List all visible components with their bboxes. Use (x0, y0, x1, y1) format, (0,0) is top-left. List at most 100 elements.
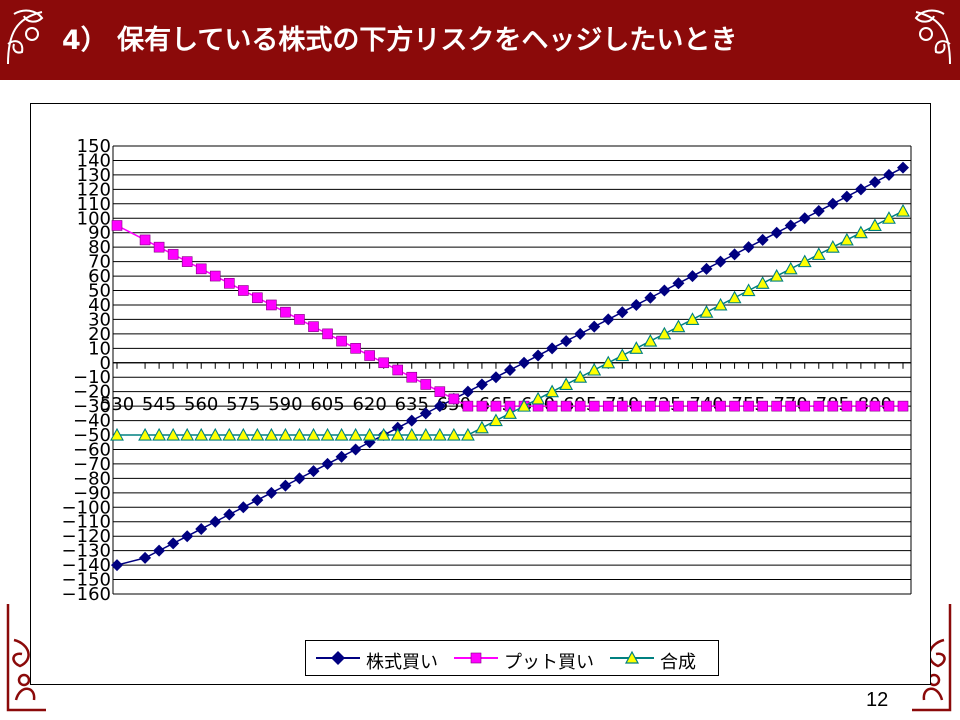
data-point-stock (167, 537, 180, 550)
data-point-stock (616, 306, 629, 319)
data-point-stock (588, 320, 601, 333)
data-point-stock (251, 494, 264, 507)
data-point-combined (362, 427, 377, 441)
data-point-stock (153, 544, 166, 557)
data-point-stock (209, 515, 222, 528)
x-tick-label: 575 (226, 394, 260, 415)
y-tick-label: 80 (88, 237, 111, 258)
data-point-combined (194, 427, 209, 441)
y-tick-label: 140 (77, 150, 111, 171)
data-point-put (209, 270, 221, 282)
data-point-stock (854, 183, 867, 196)
data-point-put (195, 263, 207, 275)
data-point-combined (517, 398, 531, 412)
y-tick-label: 130 (77, 165, 111, 186)
data-point-combined (489, 413, 503, 427)
data-point-stock (532, 349, 545, 362)
data-point-combined (601, 355, 616, 369)
y-tick-label: 90 (88, 223, 111, 244)
ornament-bottom-left-icon (6, 604, 46, 712)
data-point-put (111, 220, 123, 231)
y-tick-label: 30 (88, 309, 111, 330)
data-point-stock (714, 255, 727, 268)
chart-frame: 150 140 130 120 110 100 90 80 70 60 50 40 30 20 10 0 −10… (30, 103, 931, 685)
data-point-combined (896, 203, 910, 217)
data-point-stock (812, 205, 825, 218)
data-point-combined (671, 319, 686, 333)
data-point-stock (195, 522, 208, 535)
y-tick-label: 120 (77, 179, 111, 200)
data-point-stock (265, 486, 278, 499)
y-tick-label: −120 (62, 526, 111, 547)
data-point-put (294, 314, 305, 325)
data-point-combined (545, 384, 560, 398)
data-point-put (841, 400, 853, 412)
series-line-1 (116, 224, 903, 407)
data-point-put (897, 400, 909, 412)
data-point-stock (223, 508, 236, 521)
data-point-put (490, 400, 502, 412)
legend-swatch-stock-icon (316, 651, 360, 665)
data-point-stock (602, 313, 615, 326)
legend-swatch-combined-icon (610, 650, 654, 664)
data-point-put (153, 241, 165, 253)
y-tick-label: 150 (77, 136, 111, 157)
data-point-stock (461, 385, 474, 398)
data-point-put (673, 400, 684, 412)
data-point-combined (629, 341, 644, 354)
data-point-combined (250, 427, 265, 441)
data-point-put (687, 400, 698, 412)
legend-item-combined: 合成 (608, 641, 718, 675)
data-point-put (701, 400, 712, 412)
data-point-combined (853, 225, 868, 239)
data-point-combined (264, 427, 279, 441)
data-point-combined (418, 427, 433, 441)
y-tick-label: −10 (73, 367, 111, 388)
data-point-put (392, 364, 404, 376)
x-tick-label: 560 (184, 394, 218, 415)
data-point-stock (560, 335, 573, 348)
x-tick-label: 545 (142, 394, 176, 415)
data-point-combined (292, 427, 307, 441)
data-point-put (139, 234, 151, 246)
data-point-stock (644, 291, 657, 304)
data-point-combined (882, 211, 896, 224)
y-tick-label: 20 (88, 324, 111, 345)
data-point-combined (839, 232, 854, 246)
legend-item-stock: 株式買い (314, 641, 464, 675)
data-point-stock (335, 450, 348, 463)
data-point-put (757, 400, 768, 412)
data-point-combined (727, 290, 742, 304)
data-point-stock (349, 443, 362, 456)
data-point-put (434, 386, 446, 397)
data-point-put (631, 400, 642, 412)
data-point-put (771, 400, 782, 412)
data-point-combined (503, 406, 517, 419)
data-point-combined (573, 370, 588, 383)
data-point-put (743, 400, 754, 412)
y-tick-label: 100 (77, 208, 111, 229)
data-point-stock (321, 457, 334, 470)
data-point-put (813, 400, 825, 412)
y-tick-label: 10 (88, 338, 111, 359)
y-tick-label: 70 (88, 252, 111, 273)
data-point-combined (769, 268, 784, 282)
data-point-combined (110, 427, 124, 441)
y-tick-label: −30 (73, 396, 111, 417)
page-number: 12 (866, 689, 889, 711)
data-point-stock (658, 284, 671, 297)
data-point-put (350, 343, 361, 354)
data-point-put (280, 306, 291, 318)
data-point-combined (404, 427, 419, 441)
data-point-stock (798, 212, 811, 225)
data-point-combined (278, 427, 293, 441)
data-point-combined (811, 247, 826, 260)
data-point-stock (139, 551, 152, 564)
data-point-put (266, 299, 277, 311)
data-point-combined (657, 326, 672, 340)
data-point-combined (587, 362, 602, 376)
data-point-put (715, 400, 726, 412)
y-tick-label: −90 (73, 483, 111, 504)
data-point-combined (152, 427, 167, 441)
ornament-top-left-icon (7, 9, 44, 65)
